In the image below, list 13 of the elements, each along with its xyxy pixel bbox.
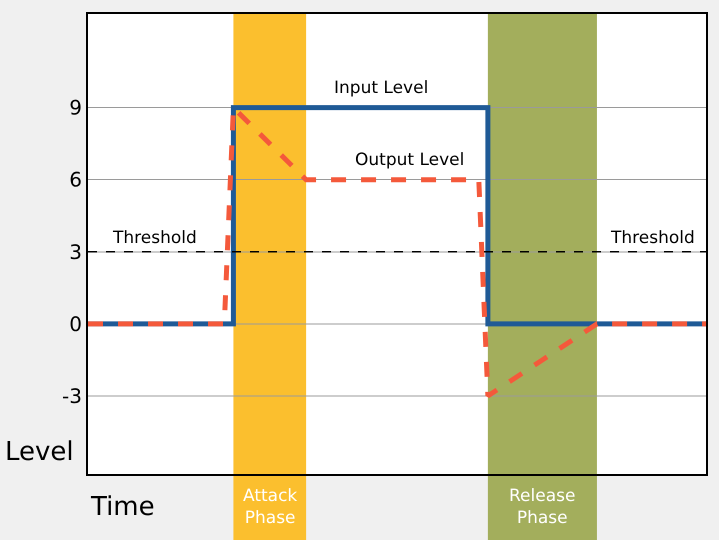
y-tick-label: 9 — [69, 96, 82, 120]
series-label: Output Level — [355, 150, 464, 170]
annotation: Threshold — [112, 228, 197, 248]
text: Release Phase — [509, 486, 576, 528]
y-tick-label: 3 — [69, 240, 82, 264]
y-tick-label: 0 — [69, 312, 82, 336]
y-tick-label: 6 — [69, 168, 82, 192]
annotation: Threshold — [610, 228, 695, 248]
y-axis-title: Level — [5, 437, 74, 467]
y-tick-label: -3 — [62, 384, 82, 408]
text: Attack Phase — [243, 486, 298, 528]
x-axis-title: Time — [90, 492, 155, 522]
series-label: Input Level — [334, 78, 428, 98]
